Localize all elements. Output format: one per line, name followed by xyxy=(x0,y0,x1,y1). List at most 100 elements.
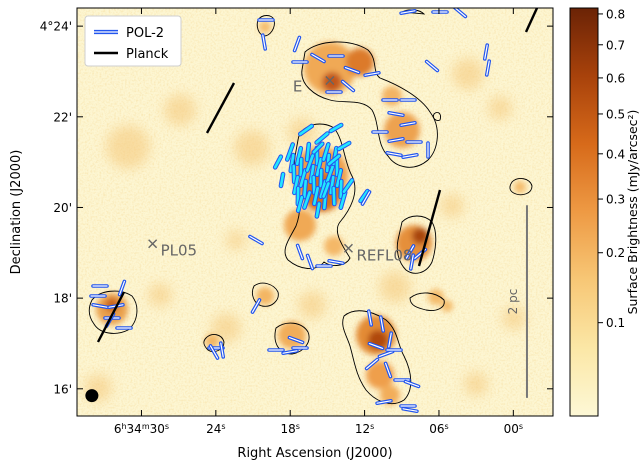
y-axis-label: Declination (J2000) xyxy=(9,150,24,275)
pol2-vector xyxy=(308,163,316,185)
contour-line xyxy=(509,178,533,196)
pol2-vector xyxy=(321,181,331,199)
pol2-vector xyxy=(292,174,300,196)
pol2-vector xyxy=(298,168,308,188)
diffuse-blob xyxy=(106,125,150,169)
pol2-vector xyxy=(310,52,326,64)
pol2-vector xyxy=(399,120,417,128)
pol2-vector xyxy=(295,243,305,261)
pol2-vector xyxy=(284,142,296,162)
emission-blob xyxy=(205,334,219,348)
planck-vector xyxy=(96,291,126,343)
contour-line xyxy=(301,41,438,168)
colorbar-gradient xyxy=(569,7,599,417)
pol2-vector xyxy=(298,156,304,178)
colorbar-tick-label: 0.7 xyxy=(606,38,625,52)
pol2-vector xyxy=(358,188,370,204)
diffuse-blob xyxy=(379,271,411,303)
colorbar-label: Surface Brightness (mJy/arcsec²) xyxy=(625,110,640,315)
pol2-vector xyxy=(338,178,344,200)
colorbar-tick-label: 0.5 xyxy=(606,107,625,121)
pol2-vector xyxy=(338,190,348,210)
pol2-vector xyxy=(318,167,324,189)
colorbar-tick-label: 0.1 xyxy=(606,316,625,330)
contour-line xyxy=(409,292,445,311)
pol2-vector xyxy=(403,379,421,389)
pol2-vector xyxy=(378,315,386,333)
pol2-vector xyxy=(292,35,302,53)
emission-blob xyxy=(284,209,316,241)
pol2-vector xyxy=(314,201,322,219)
pol2-vector xyxy=(367,341,385,351)
contour-line xyxy=(396,215,437,274)
pol2-vector xyxy=(401,406,419,414)
pol2-vector xyxy=(305,253,315,271)
pol2-vector xyxy=(360,190,372,206)
pol2-vector xyxy=(383,361,393,379)
pol2-vector xyxy=(281,348,299,356)
pol2-vector xyxy=(404,244,416,260)
annotation-e: E xyxy=(293,76,335,96)
pol2-vector xyxy=(331,185,337,207)
diffuse-blob xyxy=(164,94,196,126)
diffuse-blob xyxy=(234,130,270,166)
pol2-vector xyxy=(302,190,312,210)
x-tick-label: 06s xyxy=(429,422,448,436)
diffuse-blob xyxy=(502,306,526,330)
emission-blob xyxy=(412,228,428,244)
annotations: E PL05 REFL08 xyxy=(148,76,412,264)
pol2-vector xyxy=(343,65,361,75)
x-axis-label: Right Ascension (J2000) xyxy=(237,446,392,461)
planck-vector xyxy=(524,8,539,33)
pol2-vector xyxy=(91,302,109,310)
pol2-vector xyxy=(218,341,226,359)
emission-blob xyxy=(428,289,444,305)
legend: POL-2 Planck xyxy=(84,15,182,67)
pol2-vector xyxy=(314,131,330,145)
pol2-vector xyxy=(295,194,305,214)
legend-planck-label: Planck xyxy=(126,47,169,62)
pol2-vector xyxy=(304,141,312,163)
annotation-label: REFL08 xyxy=(356,246,412,264)
pol2-vector xyxy=(250,298,262,314)
plot-frame xyxy=(76,7,554,417)
annotation-label: PL05 xyxy=(161,242,198,260)
diffuse-blob xyxy=(464,372,488,396)
emission-blob xyxy=(382,86,402,106)
planck-vectors xyxy=(96,8,539,343)
pol2-vector xyxy=(328,122,344,134)
emission-blob xyxy=(514,181,526,193)
diffuse-blob xyxy=(488,96,512,120)
pol2-vector xyxy=(366,309,374,327)
pol2-vector xyxy=(291,163,297,185)
pol2-vector xyxy=(302,178,308,200)
pol2-vector xyxy=(272,154,284,170)
colorbar-tick-label: 0.3 xyxy=(606,193,625,207)
pol2-vector xyxy=(452,8,468,19)
pol2-vector xyxy=(387,110,405,118)
pol2-vector xyxy=(375,398,393,406)
scale-bar-label: 2 pc xyxy=(506,289,520,315)
x-tick-label: 12s xyxy=(355,422,374,436)
pol2-vector xyxy=(318,179,328,199)
contour-line xyxy=(256,15,275,37)
pol2-vector xyxy=(399,8,417,16)
pol2-vector xyxy=(387,136,405,144)
pol2-vector xyxy=(484,59,492,77)
y-tick-label: 16' xyxy=(53,382,72,396)
pol2-vector xyxy=(385,150,403,158)
pol2-vector xyxy=(304,153,316,173)
colorbar-tick-label: 0.8 xyxy=(606,7,625,21)
y-tick-label: 18' xyxy=(53,292,72,306)
pol2-vector xyxy=(248,234,264,246)
pol2-vector xyxy=(294,145,304,167)
legend-pol2-label: POL-2 xyxy=(126,26,164,41)
diffuse-blob xyxy=(226,230,246,250)
contour-line xyxy=(342,310,412,404)
planck-vector xyxy=(417,189,442,267)
pol2-vector xyxy=(424,59,440,73)
pol2-vector xyxy=(341,177,355,195)
y-axis: 4°24' 22' 20' 18' 16' xyxy=(40,20,553,396)
pol2-vector xyxy=(327,258,345,266)
